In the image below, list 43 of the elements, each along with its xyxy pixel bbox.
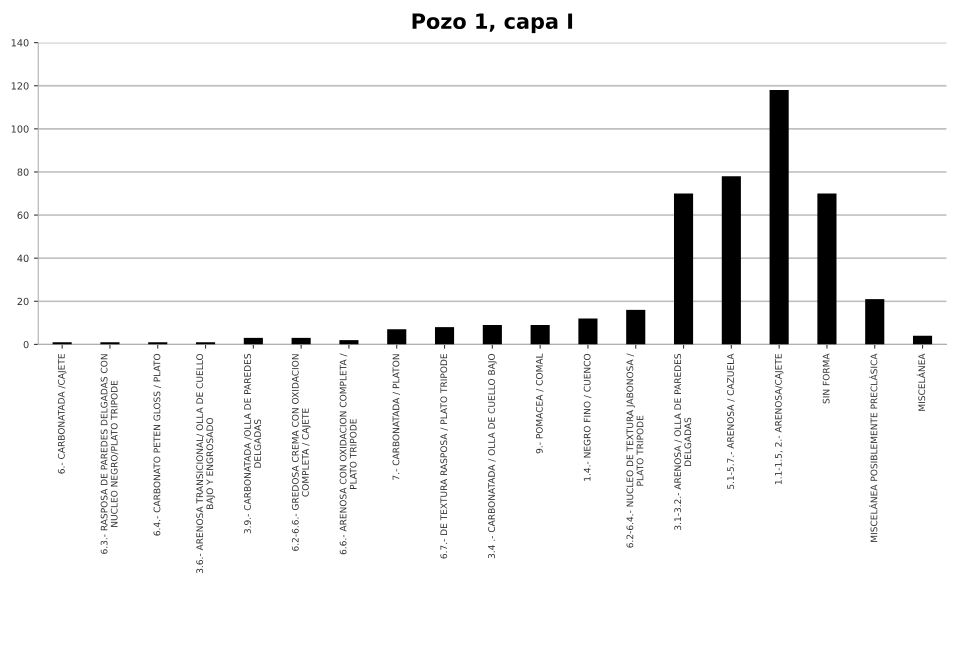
- x-tick-label: 3.9.- CARBONATADA /OLLA DE PAREDES DELGADAS: [244, 354, 262, 534]
- bar: [817, 194, 836, 344]
- chart-title: Pozo 1, capa I: [412, 14, 572, 34]
- x-tick-label: 6.2-6.4.- NUCLEO DE TEXTURA JABONOSA / PLATO TRIPODE: [626, 353, 644, 548]
- x-tick-label: 6.4.- CARBONATO PETEN GLOSS / PLATO: [154, 354, 162, 536]
- y-tick-label: 0: [24, 340, 29, 348]
- x-tick-label: MISCELÁNEA POSIBLEMENTE PRECLÁSICA: [868, 354, 878, 542]
- x-tick-label: 3.4 .- CARBONATADA / OLLA DE CUELLO BAJO: [488, 354, 497, 558]
- y-tick-label: 120: [12, 82, 29, 90]
- x-tick-label: 6.3.- RASPOSA DE PAREDES DELGADAS CON NUCLEO NEGRO/PLATO TRIPODE: [100, 354, 118, 554]
- bar: [292, 338, 311, 344]
- bar: [770, 90, 789, 344]
- y-tick-label: 60: [18, 212, 29, 219]
- bar: [674, 194, 694, 344]
- y-tick-label: 100: [12, 125, 29, 133]
- bar: [865, 299, 884, 344]
- x-tick-label: 6.6.- ARENOSA CON OXIDACION COMPLETA / PLATO TRIPODE: [340, 353, 357, 554]
- x-tick-label: 1.1-1.5, 2.- ARENOSA/CAJETE: [774, 354, 784, 484]
- x-tick-label: SIN FORMA: [822, 354, 830, 404]
- bar: [482, 325, 502, 344]
- y-tick-label: 40: [17, 254, 29, 262]
- y-tick-label: 140: [12, 39, 29, 46]
- bar: [530, 325, 550, 344]
- x-tick-label: 3.6.- ARENOSA TRANSICIONAL/ OLLA DE CUELLO BAJO Y ENGROSADO: [196, 354, 215, 574]
- bar: [244, 338, 263, 344]
- bar: [912, 336, 932, 344]
- bar: [722, 176, 741, 344]
- x-tick-label: 5.1-5.7.- ARENOSA / CAZUELA: [727, 354, 735, 489]
- bar: [626, 310, 646, 344]
- x-tick-label: 6.2-6.6.- GREDOSA CREMA CON OXIDACION COMPLETA / CAJETE: [292, 354, 310, 551]
- bar: [578, 318, 598, 344]
- x-tick-label: 7.- CARBONATADA / PLATON: [392, 354, 400, 480]
- y-tick-label: 80: [18, 168, 29, 176]
- x-tick-label: MISCELÁNEA: [916, 354, 926, 411]
- y-tick-label: 20: [18, 298, 29, 306]
- x-tick-label: 9.- POMACEA / COMAL: [536, 353, 544, 454]
- bar: [434, 327, 454, 344]
- x-tick-label: 6.7.- DE TEXTURA RASPOSA / PLATO TRIPODE: [440, 354, 448, 559]
- x-tick-label: 6.- CARBONATADA /CAJETE: [58, 354, 66, 474]
- x-tick-label: 1.4.- NEGRO FINO / CUENCO: [584, 354, 592, 481]
- x-tick-label: 3.1-3.2.- ARENOSA / OLLA DE PAREDES DELGADAS: [674, 354, 692, 530]
- bar: [339, 340, 358, 344]
- bar: [387, 329, 406, 344]
